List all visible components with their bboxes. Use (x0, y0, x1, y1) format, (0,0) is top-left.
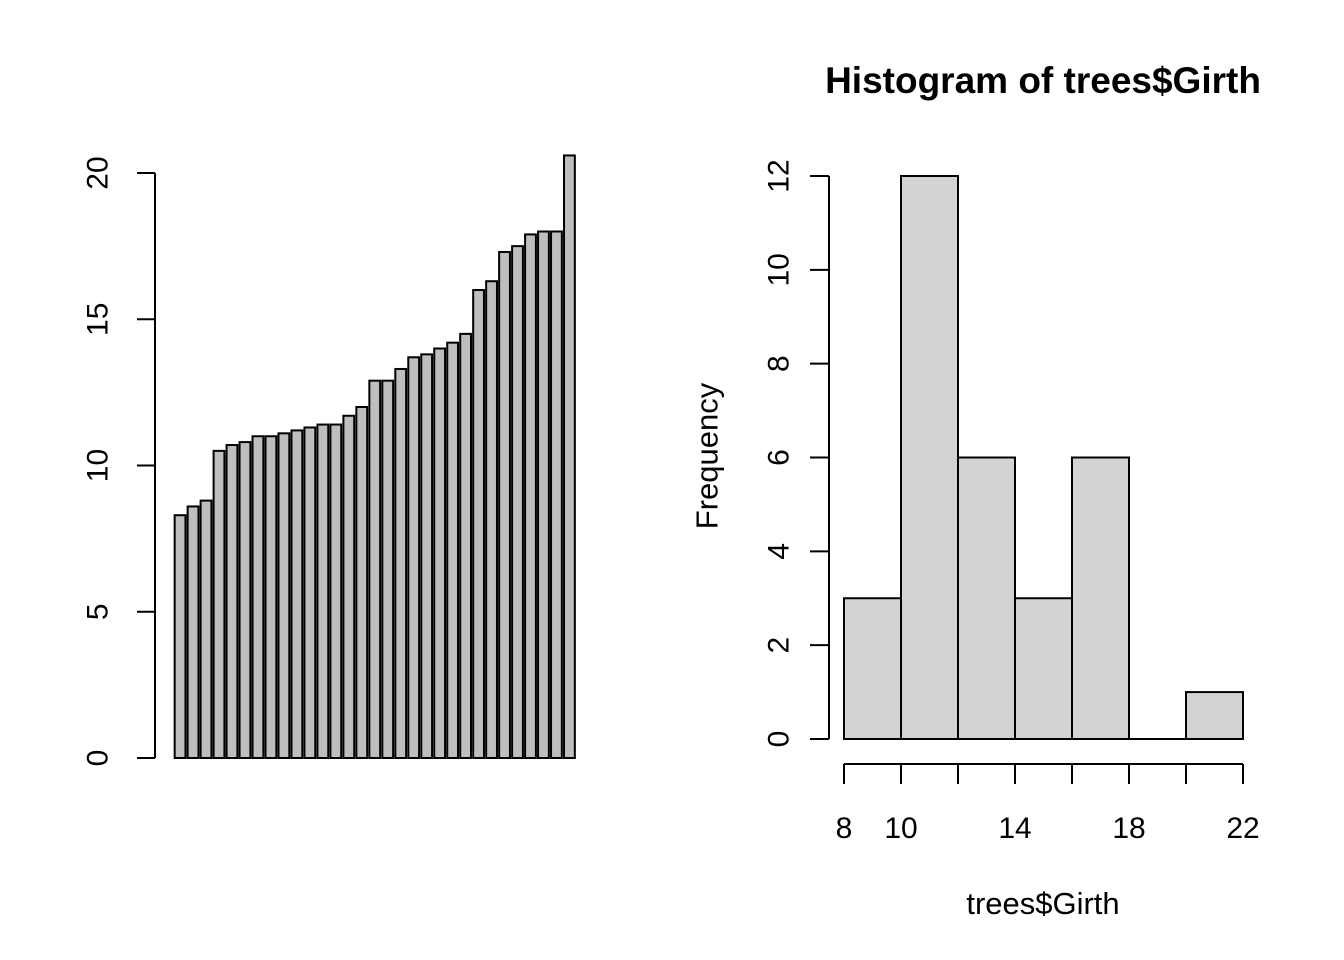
bar (342, 414, 356, 759)
x-tick-label: 22 (1226, 812, 1259, 845)
x-tick-label: 8 (836, 812, 853, 845)
y-tick-label: 0 (763, 731, 796, 748)
bar (485, 280, 498, 759)
bar (394, 367, 408, 759)
y-tick-label: 20 (82, 156, 115, 189)
bar (264, 435, 278, 759)
bar (212, 449, 226, 760)
histogram-title: Histogram of trees$Girth (825, 60, 1261, 101)
bar (843, 597, 902, 740)
bar (1071, 456, 1130, 740)
bar (446, 341, 460, 759)
bar (368, 379, 382, 759)
bar (290, 429, 304, 759)
bar (550, 230, 563, 759)
y-tick-label: 0 (82, 750, 115, 767)
bar (498, 250, 511, 759)
bar (511, 245, 524, 760)
histogram-ylabel: Frequency (689, 382, 725, 530)
y-tick-label: 10 (763, 253, 796, 286)
y-tick-label: 12 (763, 159, 796, 192)
barplot-sorted-girth: 0 5 10 15 20 (82, 154, 576, 767)
bar (186, 505, 200, 760)
bar (563, 154, 576, 759)
y-tick-label: 6 (763, 449, 796, 466)
bar (1185, 691, 1244, 741)
bar (524, 233, 537, 759)
bar (238, 441, 252, 759)
bar (316, 423, 330, 759)
bar (407, 356, 421, 759)
bar (355, 406, 369, 759)
bar (381, 379, 395, 759)
bar (537, 230, 550, 759)
y-tick-label: 8 (763, 355, 796, 372)
bar (900, 175, 959, 740)
y-tick-label: 2 (763, 637, 796, 654)
bar (329, 423, 343, 759)
bar (173, 514, 187, 759)
y-tick-label: 5 (82, 603, 115, 620)
bar (957, 456, 1016, 740)
x-tick-label: 10 (884, 812, 917, 845)
bar (277, 432, 291, 759)
bar (459, 332, 473, 760)
y-tick-label: 10 (82, 449, 115, 482)
histogram-xlabel: trees$Girth (966, 886, 1120, 921)
bar (1014, 597, 1073, 740)
bar (303, 426, 317, 759)
x-tick-label: 14 (998, 812, 1031, 845)
bar (251, 435, 265, 759)
x-tick-label: 18 (1112, 812, 1145, 845)
histogram-girth: 0 2 4 6 8 10 12 8 10 14 18 22 (763, 159, 1260, 845)
y-tick-label: 15 (82, 303, 115, 336)
bar (199, 499, 213, 759)
bar (225, 444, 239, 759)
bar (433, 347, 447, 759)
bar (472, 289, 485, 759)
y-tick-label: 4 (763, 543, 796, 560)
bar (420, 353, 434, 759)
